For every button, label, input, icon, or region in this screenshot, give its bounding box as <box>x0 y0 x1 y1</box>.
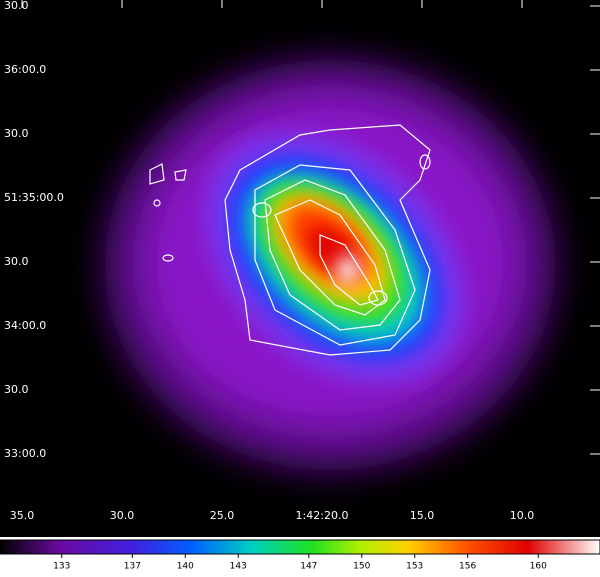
colorbar-tick-label: 150 <box>353 562 370 572</box>
colorbar-tick-label: 133 <box>53 562 70 572</box>
y-coord-label: 30.0 <box>4 0 29 12</box>
colorbar-tick-label: 156 <box>459 562 476 572</box>
y-coord-label: 30.0 <box>4 127 29 140</box>
x-coord-label: 15.0 <box>410 509 435 522</box>
y-coord-label: 30.0 <box>4 255 29 268</box>
colorbar-tick-label: 137 <box>124 562 141 572</box>
x-coord-label: 10.0 <box>510 509 535 522</box>
sky-image <box>0 0 600 537</box>
y-coord-label: 34:00.0 <box>4 319 46 332</box>
x-coord-label: 25.0 <box>210 509 235 522</box>
colorbar-tick-label: 147 <box>300 562 317 572</box>
y-coord-label: 33:00.0 <box>4 447 46 460</box>
y-coord-label: 30.0 <box>4 383 29 396</box>
colorbar-tick-label: 140 <box>177 562 194 572</box>
colorbar-tick-label: 153 <box>406 562 423 572</box>
colorbar-tick-label: 160 <box>530 562 547 572</box>
y-coord-label: 36:00.0 <box>4 63 46 76</box>
colorbar-tick-label: 143 <box>230 562 247 572</box>
x-coord-label: 30.0 <box>110 509 135 522</box>
x-coord-label: 1:42:20.0 <box>296 509 349 522</box>
x-coord-label: 35.0 <box>10 509 35 522</box>
colorbar <box>0 539 600 555</box>
y-coord-label: 51:35:00.0 <box>4 191 64 204</box>
